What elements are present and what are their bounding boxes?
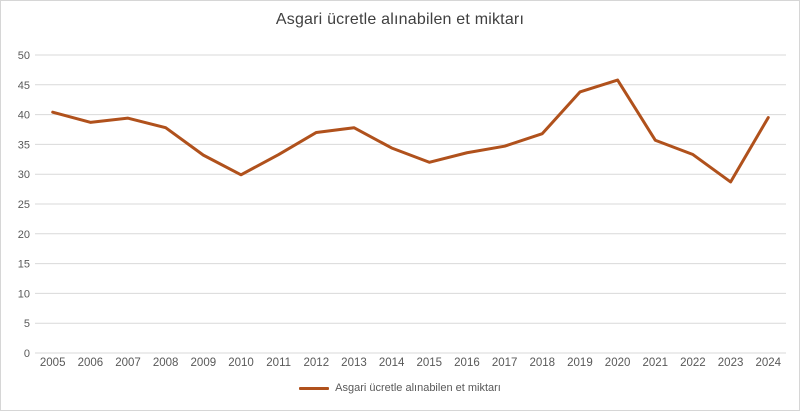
x-tick-label: 2016 — [454, 357, 480, 369]
x-tick-label: 2018 — [529, 357, 555, 369]
x-tick-label: 2011 — [266, 357, 291, 369]
x-tick-label: 2023 — [718, 357, 744, 369]
x-tick-label: 2008 — [153, 357, 179, 369]
y-tick-label: 15 — [18, 259, 30, 271]
x-tick-label: 2020 — [605, 357, 631, 369]
y-tick-label: 30 — [18, 169, 30, 181]
x-tick-label: 2024 — [755, 357, 781, 369]
data-line-series — [51, 78, 770, 184]
legend-label: Asgari ücretle alınabilen et miktarı — [335, 382, 501, 394]
y-tick-label: 10 — [18, 288, 30, 300]
x-tick-label: 2006 — [78, 357, 104, 369]
x-tick-label: 2019 — [567, 357, 593, 369]
y-tick-label: 35 — [18, 139, 30, 151]
chart-title: Asgari ücretle alınabilen et miktarı — [275, 11, 525, 28]
x-tick-label: 2013 — [341, 357, 367, 369]
y-tick-label: 50 — [18, 50, 30, 62]
y-tick-label: 0 — [24, 348, 30, 360]
x-tick-label: 2021 — [642, 357, 668, 369]
legend: Asgari ücretle alınabilen et miktarı — [1, 382, 799, 394]
y-tick-label: 25 — [18, 199, 30, 211]
x-tick-label: 2015 — [417, 357, 443, 369]
x-tick-label: 2005 — [40, 357, 66, 369]
x-tick-label: 2017 — [492, 357, 518, 369]
x-tick-label: 2012 — [304, 357, 330, 369]
x-tick-label: 2014 — [379, 357, 405, 369]
x-tick-label: 2007 — [115, 357, 141, 369]
y-tick-label: 40 — [18, 110, 30, 122]
x-tick-label: 2010 — [228, 357, 254, 369]
x-tick-label: 2009 — [191, 357, 217, 369]
x-tick-label: 2022 — [680, 357, 706, 369]
y-tick-label: 5 — [24, 318, 30, 330]
legend-line-swatch-icon — [299, 386, 330, 390]
y-tick-label: 20 — [18, 229, 30, 241]
y-tick-label: 45 — [18, 80, 30, 92]
